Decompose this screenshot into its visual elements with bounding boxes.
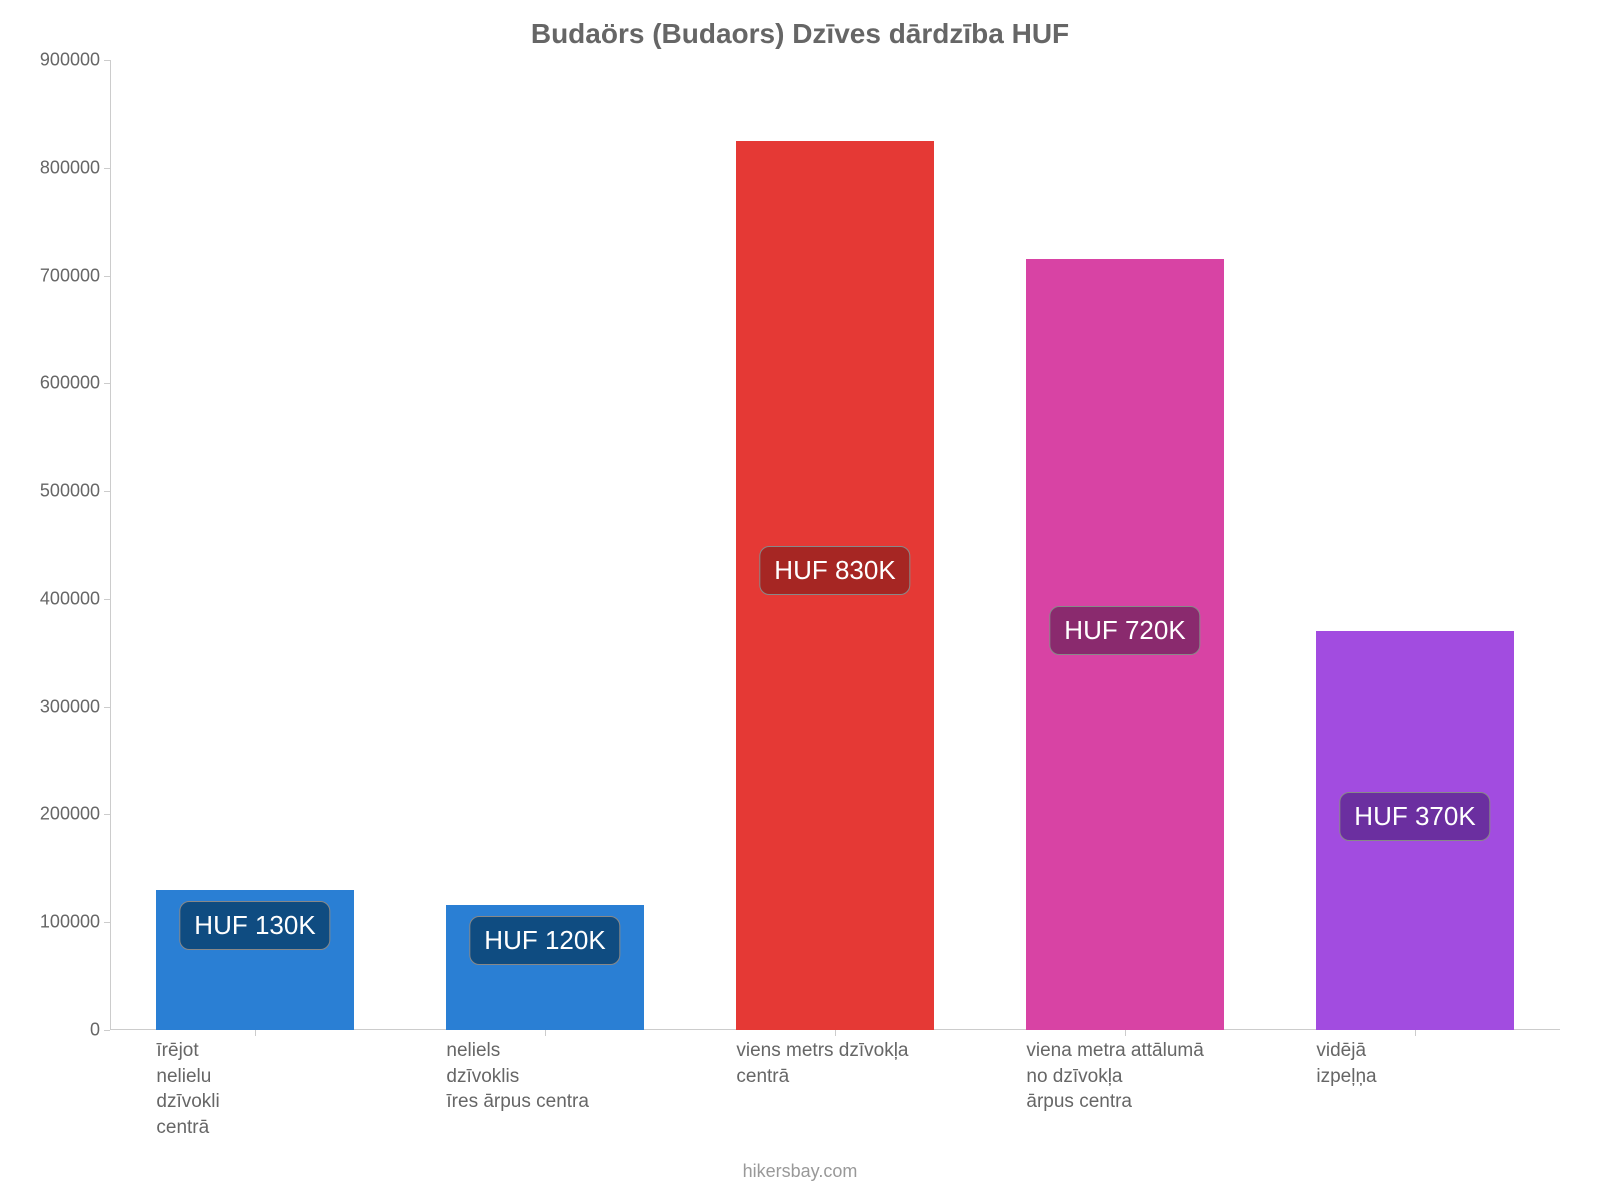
y-tick-label: 400000 bbox=[10, 588, 100, 609]
y-tick-mark bbox=[104, 814, 110, 815]
y-tick-mark bbox=[104, 599, 110, 600]
x-category-label: īrējotnelieludzīvoklicentrā bbox=[156, 1038, 393, 1141]
y-tick-label: 300000 bbox=[10, 696, 100, 717]
plot-area: 0100000200000300000400000500000600000700… bbox=[110, 60, 1560, 1030]
bar-value-badge: HUF 370K bbox=[1339, 792, 1490, 841]
y-tick-label: 500000 bbox=[10, 481, 100, 502]
chart-title: Budaörs (Budaors) Dzīves dārdzība HUF bbox=[0, 18, 1600, 50]
y-tick-mark bbox=[104, 383, 110, 384]
y-tick-label: 800000 bbox=[10, 157, 100, 178]
bar-value-badge: HUF 830K bbox=[759, 546, 910, 595]
y-tick-mark bbox=[104, 491, 110, 492]
x-category-label: viena metra attālumāno dzīvokļaārpus cen… bbox=[1026, 1038, 1263, 1115]
y-tick-mark bbox=[104, 707, 110, 708]
x-category-label: viens metrs dzīvokļacentrā bbox=[736, 1038, 973, 1089]
y-tick-mark bbox=[104, 922, 110, 923]
y-tick-label: 200000 bbox=[10, 804, 100, 825]
y-tick-mark bbox=[104, 276, 110, 277]
y-tick-label: 900000 bbox=[10, 50, 100, 71]
bar-value-badge: HUF 120K bbox=[469, 916, 620, 965]
x-category-label: vidējāizpeļņa bbox=[1316, 1038, 1553, 1089]
y-tick-mark bbox=[104, 60, 110, 61]
x-category-label: nelielsdzīvoklisīres ārpus centra bbox=[446, 1038, 683, 1115]
y-tick-mark bbox=[104, 168, 110, 169]
y-tick-label: 700000 bbox=[10, 265, 100, 286]
bar-value-badge: HUF 720K bbox=[1049, 606, 1200, 655]
source-label: hikersbay.com bbox=[0, 1161, 1600, 1182]
x-axis-labels: īrējotnelieludzīvoklicentrā nelielsdzīvok… bbox=[110, 1030, 1560, 1160]
y-tick-label: 600000 bbox=[10, 373, 100, 394]
y-axis-line bbox=[110, 60, 111, 1030]
y-tick-label: 100000 bbox=[10, 912, 100, 933]
y-tick-label: 0 bbox=[10, 1020, 100, 1041]
bar-value-badge: HUF 130K bbox=[179, 901, 330, 950]
